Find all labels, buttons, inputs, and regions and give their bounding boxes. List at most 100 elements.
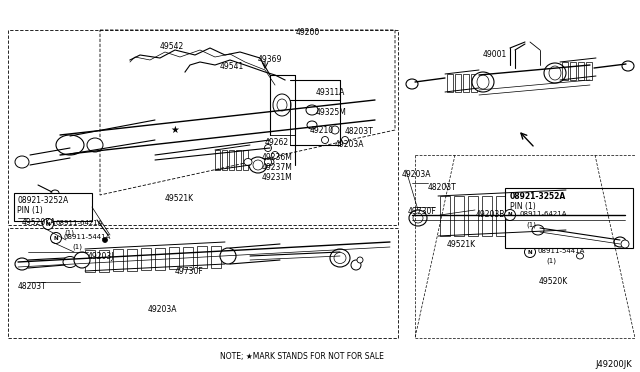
Bar bbox=[586, 62, 592, 80]
Bar bbox=[468, 196, 478, 236]
Ellipse shape bbox=[331, 126, 339, 134]
Bar bbox=[236, 150, 241, 170]
Ellipse shape bbox=[330, 249, 350, 267]
Ellipse shape bbox=[307, 121, 317, 129]
Bar bbox=[562, 62, 568, 80]
Ellipse shape bbox=[622, 61, 634, 71]
Text: 49001: 49001 bbox=[483, 50, 508, 59]
Text: 49200: 49200 bbox=[296, 28, 320, 37]
Text: 08921-3252A: 08921-3252A bbox=[17, 196, 68, 205]
Text: PIN (1): PIN (1) bbox=[510, 202, 536, 211]
Ellipse shape bbox=[585, 215, 591, 221]
Text: 49231M: 49231M bbox=[262, 173, 292, 182]
Bar bbox=[570, 62, 576, 80]
Circle shape bbox=[504, 209, 515, 221]
Bar bbox=[215, 150, 220, 170]
Ellipse shape bbox=[532, 225, 544, 235]
Ellipse shape bbox=[472, 72, 494, 92]
Ellipse shape bbox=[544, 63, 566, 83]
Bar bbox=[229, 150, 234, 170]
Text: 08921-3252A: 08921-3252A bbox=[510, 192, 566, 201]
Text: 08911-6421A: 08911-6421A bbox=[520, 211, 568, 217]
Ellipse shape bbox=[334, 253, 346, 263]
Ellipse shape bbox=[576, 214, 584, 222]
Ellipse shape bbox=[621, 240, 629, 248]
Text: 49542: 49542 bbox=[160, 42, 184, 51]
Text: N: N bbox=[45, 221, 51, 227]
Text: (1): (1) bbox=[526, 221, 536, 228]
Text: (1): (1) bbox=[546, 258, 556, 264]
Bar bbox=[447, 74, 453, 92]
Ellipse shape bbox=[63, 257, 77, 267]
Text: 48203T: 48203T bbox=[428, 183, 457, 192]
Ellipse shape bbox=[253, 160, 263, 170]
Text: 08911-6421A: 08911-6421A bbox=[56, 220, 104, 226]
Text: 08911-5441A: 08911-5441A bbox=[64, 234, 111, 240]
Ellipse shape bbox=[220, 248, 236, 264]
Text: 49203A: 49203A bbox=[148, 305, 177, 314]
Text: 49521K: 49521K bbox=[447, 240, 476, 249]
Circle shape bbox=[51, 232, 61, 244]
Ellipse shape bbox=[264, 158, 271, 166]
Ellipse shape bbox=[321, 137, 328, 144]
Ellipse shape bbox=[15, 258, 29, 270]
Bar bbox=[222, 150, 227, 170]
Text: (1): (1) bbox=[64, 230, 74, 237]
Ellipse shape bbox=[562, 207, 574, 219]
Text: PIN (1): PIN (1) bbox=[17, 206, 43, 215]
Text: 49203J: 49203J bbox=[88, 252, 115, 261]
Circle shape bbox=[42, 218, 54, 230]
Ellipse shape bbox=[351, 260, 361, 270]
Text: 49203A: 49203A bbox=[402, 170, 431, 179]
Ellipse shape bbox=[306, 105, 318, 115]
Bar bbox=[578, 62, 584, 80]
Text: 49237M: 49237M bbox=[262, 163, 293, 172]
Text: (1): (1) bbox=[72, 244, 82, 250]
Text: 49203B: 49203B bbox=[476, 210, 506, 219]
Text: 49520K: 49520K bbox=[539, 277, 568, 286]
Text: NOTE; ★MARK STANDS FOR NOT FOR SALE: NOTE; ★MARK STANDS FOR NOT FOR SALE bbox=[220, 352, 384, 361]
Text: 49210: 49210 bbox=[310, 126, 334, 135]
Bar bbox=[538, 196, 548, 236]
Bar bbox=[8, 30, 398, 225]
Ellipse shape bbox=[577, 253, 584, 259]
Text: 49262: 49262 bbox=[265, 138, 289, 147]
Ellipse shape bbox=[357, 257, 363, 263]
Circle shape bbox=[525, 247, 536, 257]
Ellipse shape bbox=[102, 237, 108, 243]
Text: 49369: 49369 bbox=[258, 55, 282, 64]
Text: 49311A: 49311A bbox=[316, 88, 346, 97]
Ellipse shape bbox=[413, 213, 423, 223]
Ellipse shape bbox=[15, 156, 29, 168]
Bar bbox=[496, 196, 506, 236]
Bar bbox=[510, 196, 520, 236]
Ellipse shape bbox=[56, 135, 84, 155]
Ellipse shape bbox=[477, 75, 489, 89]
Ellipse shape bbox=[277, 99, 287, 111]
Text: J49200JK: J49200JK bbox=[595, 360, 632, 369]
Text: 49236M: 49236M bbox=[262, 153, 293, 162]
Bar bbox=[463, 74, 469, 92]
Ellipse shape bbox=[409, 210, 427, 226]
Ellipse shape bbox=[342, 137, 349, 144]
Bar bbox=[471, 74, 477, 92]
Ellipse shape bbox=[614, 237, 626, 247]
Ellipse shape bbox=[249, 157, 267, 173]
Ellipse shape bbox=[74, 252, 90, 268]
Ellipse shape bbox=[244, 158, 252, 166]
Ellipse shape bbox=[549, 66, 561, 80]
Text: ★: ★ bbox=[171, 125, 179, 135]
Text: 49730F: 49730F bbox=[408, 207, 436, 216]
Ellipse shape bbox=[406, 79, 418, 89]
Text: N: N bbox=[508, 212, 512, 218]
Ellipse shape bbox=[87, 138, 103, 152]
Text: 49541: 49541 bbox=[220, 62, 244, 71]
Text: 49203A: 49203A bbox=[335, 140, 365, 149]
Ellipse shape bbox=[266, 158, 274, 166]
Text: 49520KA: 49520KA bbox=[22, 218, 56, 227]
Text: 08911-5441A: 08911-5441A bbox=[538, 248, 586, 254]
Bar bbox=[243, 150, 248, 170]
Bar bbox=[8, 228, 398, 338]
Text: 48203T: 48203T bbox=[18, 282, 47, 291]
Ellipse shape bbox=[558, 203, 578, 223]
